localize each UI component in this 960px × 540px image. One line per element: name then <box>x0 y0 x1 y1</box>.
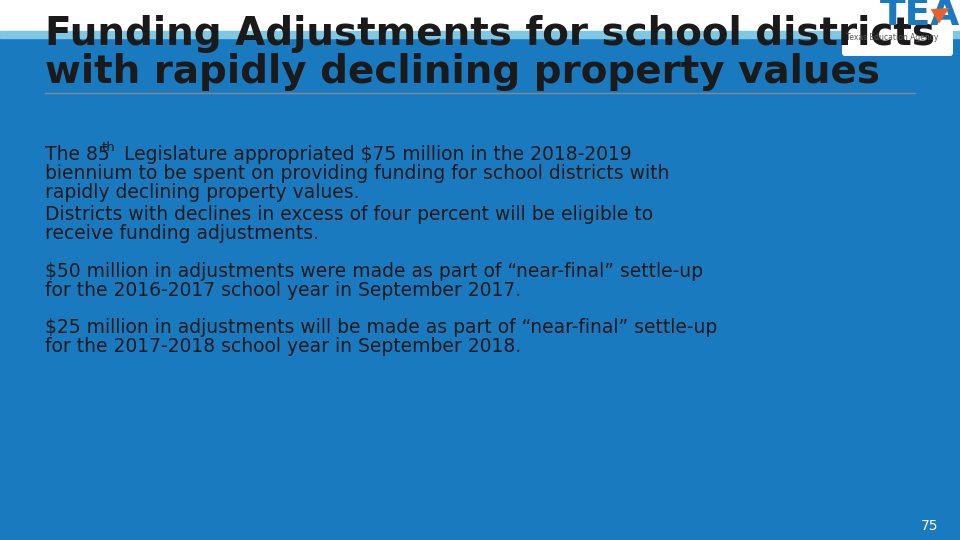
FancyBboxPatch shape <box>842 0 953 56</box>
Text: for the 2017-2018 school year in September 2018.: for the 2017-2018 school year in Septemb… <box>45 337 521 356</box>
Text: rapidly declining property values.: rapidly declining property values. <box>45 183 359 202</box>
Text: with rapidly declining property values: with rapidly declining property values <box>45 53 880 91</box>
Text: 75: 75 <box>922 519 939 533</box>
Text: $25 million in adjustments will be made as part of “near-final” settle-up: $25 million in adjustments will be made … <box>45 318 717 337</box>
Text: th: th <box>102 141 116 154</box>
Text: $50 million in adjustments were made as part of “near-final” settle-up: $50 million in adjustments were made as … <box>45 262 703 281</box>
Text: Texas Education Agency: Texas Education Agency <box>846 33 938 42</box>
Text: for the 2016-2017 school year in September 2017.: for the 2016-2017 school year in Septemb… <box>45 281 521 300</box>
Text: biennium to be spent on providing funding for school districts with: biennium to be spent on providing fundin… <box>45 164 669 183</box>
Text: receive funding adjustments.: receive funding adjustments. <box>45 224 319 243</box>
Text: Legislature appropriated $75 million in the 2018-2019: Legislature appropriated $75 million in … <box>118 145 632 164</box>
Text: Districts with declines in excess of four percent will be eligible to: Districts with declines in excess of fou… <box>45 205 653 224</box>
Text: The 85: The 85 <box>45 145 109 164</box>
Text: ▶: ▶ <box>930 0 955 24</box>
Text: TEA: TEA <box>880 0 960 33</box>
Text: Funding Adjustments for school districts: Funding Adjustments for school districts <box>45 15 935 53</box>
Bar <box>0 31 960 38</box>
